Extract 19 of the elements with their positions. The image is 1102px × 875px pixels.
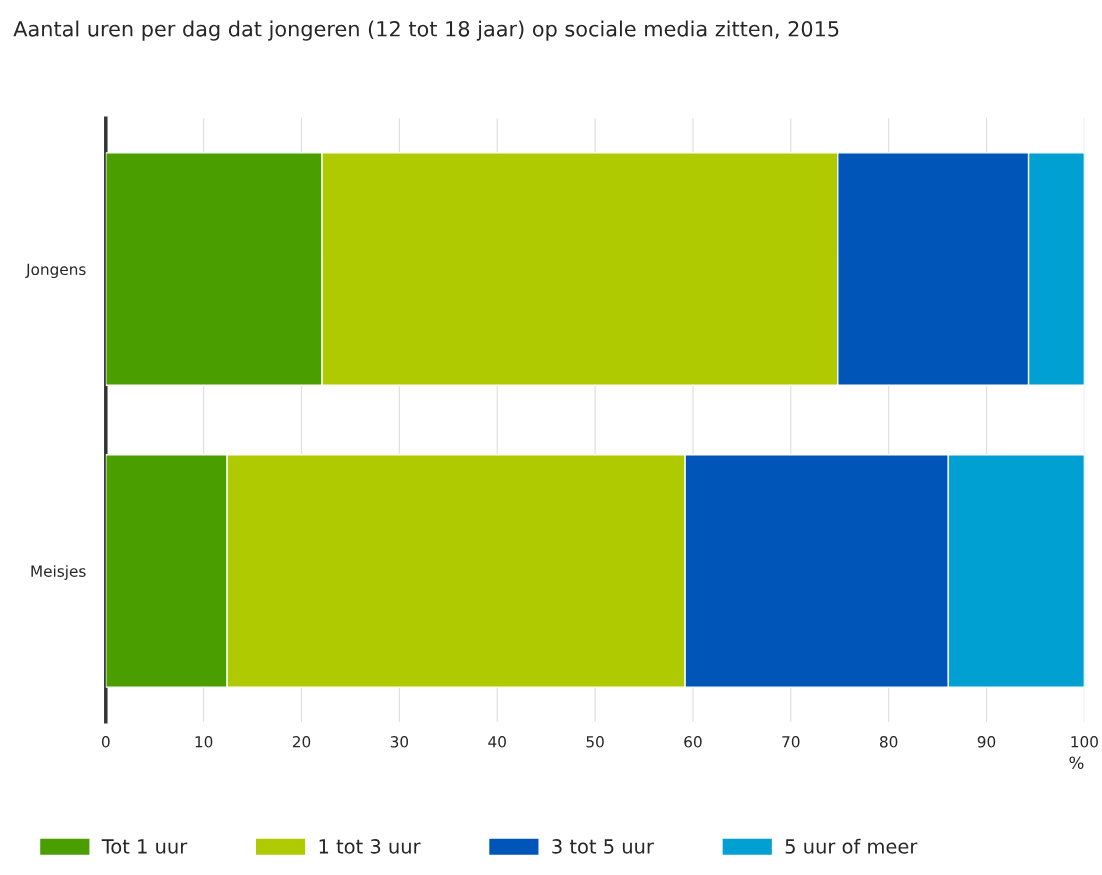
legend-label: 1 tot 3 uur: [319, 839, 421, 854]
x-tick-label: 60: [684, 736, 702, 748]
x-tick-label: 0: [101, 736, 110, 748]
legend-label: 3 tot 5 uur: [552, 839, 654, 854]
legend-label: 5 uur of meer: [785, 838, 918, 854]
x-tick-label: 50: [586, 736, 604, 748]
x-tick-label: 10: [195, 736, 213, 748]
x-tick-label: 90: [977, 736, 996, 748]
x-tick-label: 80: [879, 736, 898, 748]
x-tick-label: 30: [390, 736, 409, 748]
x-tick-label: 100: [1071, 736, 1098, 748]
x-tick-label: 20: [292, 736, 311, 748]
legend-label: Tot 1 uur: [101, 839, 188, 854]
x-tick-label: 70: [782, 736, 800, 748]
x-tick-label: 40: [488, 736, 506, 748]
y-tick-label: Meisjes: [31, 565, 86, 580]
y-tick-label: Jongens: [25, 263, 86, 279]
chart-title: Aantal uren per dag dat jongeren (12 tot 18 jaar) op sociale media zitten, 2015: [13, 20, 839, 41]
x-axis-title: %: [1069, 756, 1084, 770]
